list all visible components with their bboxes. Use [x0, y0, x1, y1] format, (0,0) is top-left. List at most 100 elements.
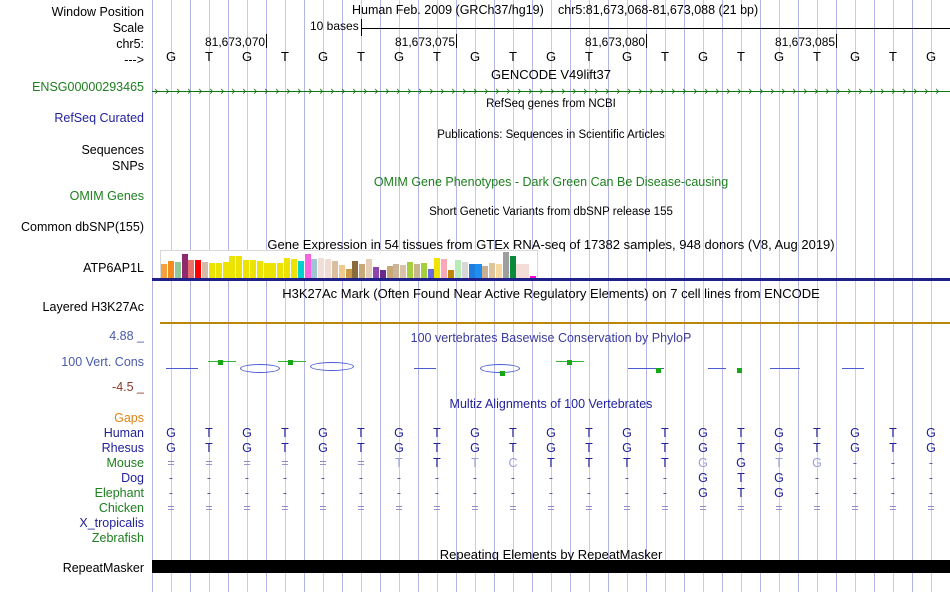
gtex-tissue-bar[interactable] — [304, 254, 311, 278]
gtex-tissue-bar[interactable] — [393, 264, 400, 278]
gtex-tissue-bar[interactable] — [195, 260, 202, 278]
gtex-tissue-bar[interactable] — [331, 261, 338, 278]
label-species-human[interactable]: Human — [103, 426, 144, 440]
gtex-tissue-bar[interactable] — [174, 262, 181, 278]
gtex-tissue-bar[interactable] — [489, 263, 496, 278]
gtex-tissue-bar[interactable] — [495, 264, 502, 278]
gtex-tissue-bar[interactable] — [188, 260, 195, 278]
gtex-tissue-bar[interactable] — [338, 265, 345, 278]
gtex-tissue-bar[interactable] — [379, 270, 386, 278]
track-title-phylop[interactable]: 100 vertebrates Basewise Conservation by… — [410, 331, 692, 345]
track-title-refseq[interactable]: RefSeq genes from NCBI — [486, 98, 616, 110]
label-species-zebrafish[interactable]: Zebrafish — [91, 531, 144, 545]
gtex-tissue-bar[interactable] — [413, 264, 420, 278]
gtex-tissue-bar[interactable] — [530, 276, 537, 278]
gtex-tissue-bar[interactable] — [434, 258, 441, 278]
gtex-tissue-bar[interactable] — [461, 262, 468, 278]
track-title-gencode[interactable]: GENCODE V49lift37 — [491, 67, 611, 82]
gtex-tissue-bar[interactable] — [208, 263, 215, 278]
gtex-tissue-bar[interactable] — [475, 264, 482, 278]
label-gaps[interactable]: Gaps — [114, 411, 144, 425]
gtex-tissue-bar[interactable] — [345, 269, 352, 278]
gtex-tissue-bar[interactable] — [284, 258, 291, 278]
track-data-pane[interactable]: Human Feb. 2009 (GRCh37/hg19) chr5:81,67… — [152, 0, 950, 592]
gtex-tissue-bar[interactable] — [263, 263, 270, 278]
repeatmasker-feature-bar[interactable] — [152, 560, 950, 573]
gtex-tissue-bar[interactable] — [407, 262, 414, 278]
track-title-multiz[interactable]: Multiz Alignments of 100 Vertebrates — [449, 397, 653, 411]
multiz-base-cell: = — [205, 456, 213, 470]
multiz-base-cell: - — [168, 471, 174, 485]
label-omim-genes[interactable]: OMIM Genes — [69, 189, 144, 203]
label-species-dog[interactable]: Dog — [121, 471, 144, 485]
track-title-h3k27ac[interactable]: H3K27Ac Mark (Often Found Near Active Re… — [282, 286, 820, 301]
gtex-tissue-bar[interactable] — [359, 264, 366, 278]
gtex-tissue-bar[interactable] — [509, 256, 516, 278]
strand-arrow-icon: › — [385, 84, 390, 98]
gtex-tissue-bar[interactable] — [502, 252, 509, 278]
gtex-tissue-bar[interactable] — [297, 261, 304, 278]
gtex-tissue-bar[interactable] — [181, 254, 188, 278]
label-gtex-gene[interactable]: ATP6AP1L — [83, 261, 144, 275]
gtex-tissue-bar[interactable] — [325, 259, 332, 278]
label-gencode-gene[interactable]: ENSG00000293465 — [32, 80, 144, 94]
label-scale[interactable]: Scale — [112, 21, 144, 35]
strand-arrow-icon: › — [462, 84, 467, 98]
gtex-tissue-bar[interactable] — [400, 265, 407, 278]
gtex-tissue-bar[interactable] — [290, 259, 297, 278]
label-refseq-curated[interactable]: RefSeq Curated — [54, 111, 144, 125]
gtex-tissue-bar[interactable] — [270, 263, 277, 278]
label-species-rhesus[interactable]: Rhesus — [101, 441, 144, 455]
label-species-chicken[interactable]: Chicken — [98, 501, 144, 515]
strand-arrow-icon: › — [660, 84, 665, 98]
label-common-dbsnp[interactable]: Common dbSNP(155) — [21, 220, 144, 234]
label-repeatmasker[interactable]: RepeatMasker — [62, 561, 144, 575]
multiz-base-cell: - — [472, 471, 478, 485]
gtex-tissue-bar[interactable] — [516, 264, 523, 278]
label-snps[interactable]: SNPs — [112, 159, 144, 173]
gtex-tissue-bar[interactable] — [161, 264, 168, 278]
track-title-omim[interactable]: OMIM Gene Phenotypes - Dark Green Can Be… — [373, 175, 729, 189]
gridline — [380, 0, 381, 592]
gtex-bar-chart[interactable] — [161, 251, 537, 278]
label-species-elephant[interactable]: Elephant — [94, 486, 144, 500]
gtex-tissue-bar[interactable] — [448, 270, 455, 278]
gtex-tissue-bar[interactable] — [386, 266, 393, 278]
gtex-tissue-bar[interactable] — [523, 264, 530, 278]
label-layered-h3k27ac[interactable]: Layered H3K27Ac — [42, 300, 144, 314]
track-title-gtex[interactable]: Gene Expression in 54 tissues from GTEx … — [267, 237, 835, 252]
gtex-tissue-bar[interactable] — [222, 262, 229, 278]
gtex-tissue-bar[interactable] — [372, 267, 379, 278]
track-title-dbsnp[interactable]: Short Genetic Variants from dbSNP releas… — [429, 206, 673, 218]
gtex-tissue-bar[interactable] — [311, 259, 318, 278]
gtex-tissue-bar[interactable] — [427, 269, 434, 278]
label-window-position[interactable]: Window Position — [51, 5, 144, 19]
label-sequences[interactable]: Sequences — [81, 143, 144, 157]
gtex-tissue-bar[interactable] — [277, 263, 284, 278]
gtex-tissue-bar[interactable] — [366, 259, 373, 278]
gtex-tissue-bar[interactable] — [215, 263, 222, 278]
gtex-tissue-bar[interactable] — [454, 260, 461, 278]
label-species-x-tropicalis[interactable]: X_tropicalis — [79, 516, 144, 530]
gtex-tissue-bar[interactable] — [249, 260, 256, 278]
gtex-tissue-bar[interactable] — [236, 256, 243, 278]
label-chromosome[interactable]: chr5: — [116, 37, 144, 51]
label-species-mouse[interactable]: Mouse — [106, 456, 144, 470]
gtex-tissue-bar[interactable] — [229, 256, 236, 278]
gtex-tissue-bar[interactable] — [468, 264, 475, 278]
gtex-tissue-bar[interactable] — [256, 261, 263, 278]
track-title-publications[interactable]: Publications: Sequences in Scientific Ar… — [437, 129, 665, 141]
label-100-vert-cons[interactable]: 100 Vert. Cons — [61, 355, 144, 369]
gtex-tissue-bar[interactable] — [243, 260, 250, 278]
multiz-base-cell: G — [546, 441, 556, 455]
gtex-tissue-bar[interactable] — [420, 263, 427, 278]
gtex-tissue-bar[interactable] — [167, 261, 174, 278]
ruler-coordinate-label: 81,673,080 — [585, 35, 646, 49]
gtex-tissue-bar[interactable] — [482, 266, 489, 278]
gtex-tissue-bar[interactable] — [352, 261, 359, 278]
gencode-transcript-line[interactable] — [152, 91, 950, 92]
gtex-tissue-bar[interactable] — [202, 262, 209, 278]
gtex-tissue-bar[interactable] — [318, 258, 325, 278]
track-title-repeatmasker[interactable]: Repeating Elements by RepeatMasker — [439, 547, 663, 562]
gtex-tissue-bar[interactable] — [441, 259, 448, 278]
